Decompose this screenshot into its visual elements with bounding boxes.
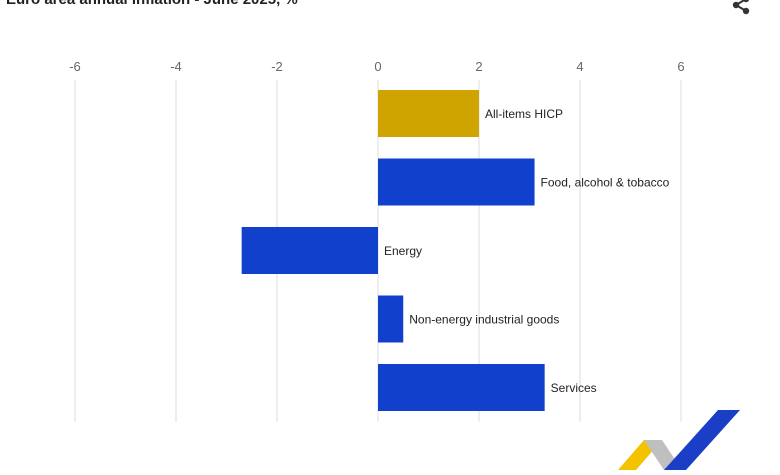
x-tick-label: 4	[576, 59, 583, 74]
category-labels: All-items HICP Food, alcohol & tobacco Ene…	[384, 107, 670, 395]
category-label: Food, alcohol & tobacco	[541, 176, 670, 190]
x-axis-ticks: -6 -4 -2 0 2 4 6	[69, 59, 684, 74]
category-label: Services	[551, 381, 597, 395]
x-tick-label: -4	[170, 59, 182, 74]
share-icon[interactable]	[730, 0, 752, 16]
category-label: All-items HICP	[485, 107, 563, 121]
category-label: Energy	[384, 244, 422, 258]
category-label: Non-energy industrial goods	[409, 313, 559, 327]
x-tick-label: 0	[374, 59, 381, 74]
bar-energy	[241, 227, 378, 274]
bar-non-energy-industrial-goods	[378, 295, 404, 343]
x-tick-label: -6	[69, 59, 81, 74]
bar-services	[378, 364, 545, 411]
chevron-logo	[618, 408, 748, 475]
bar-all-items-hicp	[378, 90, 479, 137]
chart-title: Euro area annual inflation - June 2025, …	[6, 0, 298, 8]
x-tick-label: -2	[271, 59, 283, 74]
x-tick-label: 6	[677, 59, 684, 74]
bars	[241, 90, 545, 411]
bar-food-alcohol-tobacco	[378, 158, 535, 206]
x-tick-label: 2	[475, 59, 482, 74]
